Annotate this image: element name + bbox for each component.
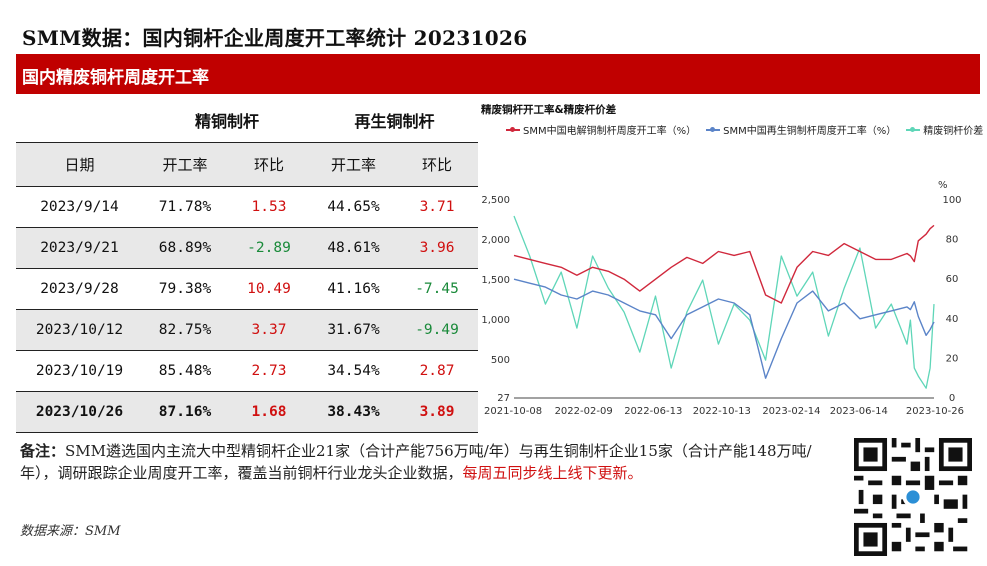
banner-title: 国内精废铜杆周度开工率 (22, 68, 209, 88)
cell-refined-rate: 87.16% (143, 391, 227, 433)
line-chart: % 27 500 1,000 1,500 2,000 2,500 0 20 40 60 80 100 20… (481, 180, 964, 417)
column-header-recycled-rate: 开工率 (311, 142, 397, 187)
right-axis-tick-label: 0 (949, 393, 955, 404)
cell-refined-rate: 85.48% (143, 350, 227, 392)
x-axis-tick-label: 2023-06-14 (830, 406, 888, 417)
table-row: 2023/9/14 71.78% 1.53 44.65% 3.71 (16, 186, 479, 228)
legend-item-recycled: SMM中国再生铜制杆周度开工率（%） (706, 122, 896, 137)
group-header-refined: 精铜制杆 (143, 98, 312, 143)
right-axis-tick-label: 100 (942, 195, 961, 206)
left-axis-tick-label: 2,500 (481, 195, 510, 206)
cell-refined-change: 3.37 (227, 309, 312, 351)
table-row: 2023/9/21 68.89% -2.89 48.61% 3.96 (16, 227, 479, 269)
cell-date: 2023/10/19 (16, 350, 143, 392)
right-axis-tick-label: 40 (946, 314, 959, 325)
table-row: 2023/10/19 85.48% 2.73 34.54% 2.87 (16, 350, 479, 392)
cell-recycled-rate: 41.16% (311, 268, 397, 310)
cell-date: 2023/9/21 (16, 227, 143, 269)
utilization-table: 精铜制杆 再生铜制杆 日期 开工率 环比 开工率 环比 2023/9/14 71… (16, 98, 479, 433)
column-header-recycled-change: 环比 (396, 142, 479, 187)
series-line-spread (513, 215, 935, 389)
cell-recycled-rate: 38.43% (311, 391, 397, 433)
legend-item-spread: 精废铜杆价差 (906, 122, 983, 137)
cell-refined-change: 10.49 (227, 268, 312, 310)
qr-code-icon (854, 438, 972, 556)
legend-swatch-spread (906, 126, 921, 132)
legend-label-refined: SMM中国电解铜制杆周度开工率（%） (523, 126, 697, 137)
cell-recycled-change: 2.87 (396, 350, 479, 392)
footnote: 备注：SMM遴选国内主流大中型精铜杆企业21家（合计产能756万吨/年）与再生铜… (20, 440, 820, 484)
column-header-date: 日期 (16, 142, 143, 187)
x-axis-tick-label: 2022-06-13 (624, 406, 682, 417)
cell-date: 2023/10/12 (16, 309, 143, 351)
cell-refined-rate: 71.78% (143, 186, 227, 228)
chart-title: 精废铜杆开工率&精废杆价差 (481, 104, 617, 116)
series-line-recycled (513, 278, 935, 379)
legend-label-spread: 精废铜杆价差 (923, 126, 984, 137)
table-column-header: 日期 开工率 环比 开工率 环比 (16, 142, 479, 187)
cell-recycled-change: -7.45 (396, 268, 479, 310)
x-axis-tick-label: 2023-02-14 (762, 406, 820, 417)
group-header-recycled: 再生铜制杆 (311, 98, 479, 143)
x-axis-tick-label: 2022-10-13 (693, 406, 751, 417)
footnote-highlight: 每周五同步线上线下更新。 (462, 464, 643, 482)
cell-recycled-change: 3.71 (396, 186, 479, 228)
left-axis-tick-label: 1,500 (481, 275, 510, 286)
cell-recycled-change: 3.96 (396, 227, 479, 269)
left-axis-tick-label: 1,000 (481, 315, 510, 326)
footnote-label: 备注： (20, 442, 66, 460)
legend-item-refined: SMM中国电解铜制杆周度开工率（%） (506, 122, 696, 137)
table-row: 2023/10/12 82.75% 3.37 31.67% -9.49 (16, 309, 479, 351)
series-line-refined (513, 224, 935, 304)
left-axis-tick-label: 500 (491, 355, 510, 366)
cell-recycled-change: -9.49 (396, 309, 479, 351)
right-axis-tick-label: 60 (946, 274, 959, 285)
cell-recycled-rate: 48.61% (311, 227, 397, 269)
column-header-refined-change: 环比 (227, 142, 312, 187)
footnote-text: SMM遴选国内主流大中型精铜杆企业21家（合计产能756万吨/年）与再生铜制杆企… (20, 442, 812, 482)
cell-refined-rate: 68.89% (143, 227, 227, 269)
x-axis-tick-label: 2023-10-26 (906, 406, 964, 417)
legend-swatch-refined (506, 126, 520, 132)
utilization-table-wrap: 精铜制杆 再生铜制杆 日期 开工率 环比 开工率 环比 2023/9/14 71… (16, 98, 479, 433)
x-axis-tick-label: 2021-10-08 (484, 406, 542, 417)
group-header-empty (16, 98, 143, 143)
legend-label-recycled: SMM中国再生铜制杆周度开工率（%） (723, 126, 897, 137)
legend-swatch-recycled (706, 126, 721, 132)
cell-date: 2023/10/26 (16, 391, 143, 433)
chart-legend: SMM中国电解铜制杆周度开工率（%） SMM中国再生铜制杆周度开工率（%） 精废… (506, 122, 983, 137)
data-source: 数据来源：SMM (20, 524, 121, 539)
cell-refined-rate: 82.75% (143, 309, 227, 351)
left-axis-tick-label: 2,000 (481, 235, 510, 246)
cell-recycled-rate: 31.67% (311, 309, 397, 351)
right-axis-tick-label: 20 (946, 353, 959, 364)
cell-refined-change: 2.73 (227, 350, 312, 392)
table-group-header: 精铜制杆 再生铜制杆 (16, 98, 479, 143)
cell-recycled-rate: 34.54% (311, 350, 397, 392)
cell-refined-rate: 79.38% (143, 268, 227, 310)
cell-refined-change: -2.89 (227, 227, 312, 269)
section-banner: 国内精废铜杆周度开工率 (16, 54, 980, 94)
page-title: SMM数据：国内铜杆企业周度开工率统计 20231026 (22, 26, 528, 50)
table-row-latest: 2023/10/26 87.16% 1.68 38.43% 3.89 (16, 391, 479, 433)
cell-recycled-rate: 44.65% (311, 186, 397, 228)
table-row: 2023/9/28 79.38% 10.49 41.16% -7.45 (16, 268, 479, 310)
cell-recycled-change: 3.89 (396, 391, 479, 433)
right-axis-unit: % (938, 180, 948, 191)
cell-date: 2023/9/14 (16, 186, 143, 228)
x-axis-tick-label: 2022-02-09 (555, 406, 613, 417)
cell-refined-change: 1.53 (227, 186, 312, 228)
column-header-refined-rate: 开工率 (143, 142, 227, 187)
cell-date: 2023/9/28 (16, 268, 143, 310)
cell-refined-change: 1.68 (227, 391, 312, 433)
left-axis-tick-label: 27 (497, 393, 510, 404)
right-axis-tick-label: 80 (946, 235, 959, 246)
